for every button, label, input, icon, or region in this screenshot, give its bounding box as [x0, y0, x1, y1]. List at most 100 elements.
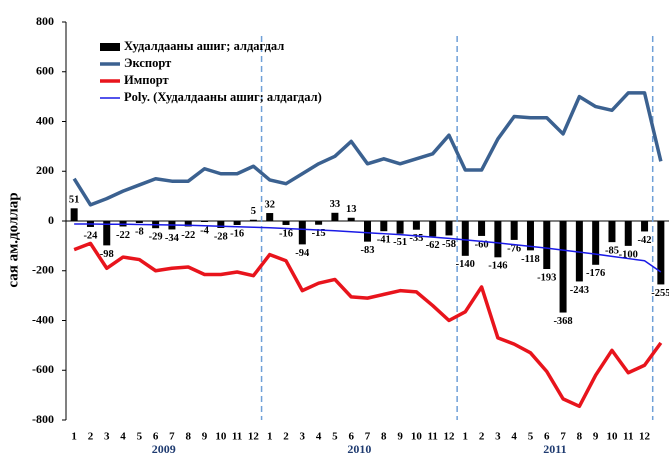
year-label: 2009 — [152, 442, 176, 456]
value-label: -4 — [200, 225, 209, 236]
bar — [249, 219, 257, 221]
x-tick-label: 4 — [120, 431, 126, 443]
x-tick-label: 4 — [316, 431, 322, 443]
bar — [266, 213, 274, 221]
legend-label: Экспорт — [124, 56, 171, 70]
bar — [315, 221, 323, 225]
value-label: -85 — [605, 246, 619, 257]
legend-label: Poly. (Худалдааны ашиг; алдагдал) — [124, 90, 322, 104]
bar — [396, 221, 404, 234]
value-label: -16 — [279, 228, 293, 239]
x-tick-label: 1 — [71, 431, 77, 443]
bar — [478, 221, 486, 236]
y-tick-label: 200 — [36, 163, 54, 177]
x-tick-label: 6 — [544, 431, 550, 443]
value-label: -146 — [488, 261, 507, 272]
bar — [331, 212, 339, 221]
x-tick-label: 12 — [248, 431, 260, 443]
x-tick-label: 8 — [185, 431, 191, 443]
x-tick-label: 12 — [639, 431, 651, 443]
value-label: -176 — [586, 268, 605, 279]
x-tick-label: 1 — [463, 431, 469, 443]
value-label: 13 — [346, 204, 357, 215]
value-label: -193 — [537, 272, 556, 283]
x-tick-label: 12 — [443, 431, 455, 443]
bar — [298, 221, 306, 245]
bar — [347, 217, 355, 221]
y-tick-label: 800 — [36, 14, 54, 28]
x-tick-label: 3 — [495, 431, 501, 443]
bar — [233, 221, 241, 225]
bar — [592, 221, 600, 265]
x-tick-label: 9 — [593, 431, 599, 443]
x-tick-label: 11 — [623, 431, 633, 443]
y-tick-label: 600 — [36, 64, 54, 78]
value-label: 5 — [251, 206, 256, 217]
bar — [657, 221, 665, 285]
line — [73, 241, 663, 409]
y-tick-label: 0 — [48, 213, 54, 227]
bar — [217, 221, 225, 228]
value-label: -16 — [230, 228, 244, 239]
legend-label: Худалдааны ашиг; алдагдал — [124, 39, 284, 53]
x-tick-label: 3 — [104, 431, 110, 443]
x-tick-label: 6 — [153, 431, 159, 443]
legend-swatch — [100, 43, 120, 51]
bar — [494, 221, 502, 258]
value-label: 32 — [264, 199, 275, 210]
y-tick-label: -400 — [32, 312, 54, 326]
bar — [526, 221, 534, 251]
x-tick-label: 10 — [606, 431, 618, 443]
bar — [641, 221, 649, 232]
bar — [543, 221, 551, 270]
bar — [70, 208, 78, 221]
value-label: -100 — [619, 249, 638, 260]
x-tick-label: 3 — [300, 431, 306, 443]
x-tick-label: 7 — [560, 431, 566, 443]
bar — [624, 221, 632, 246]
bar — [201, 221, 209, 222]
x-tick-label: 6 — [348, 431, 354, 443]
value-label: -8 — [135, 226, 144, 237]
value-label: -51 — [393, 237, 407, 248]
value-label: -94 — [295, 248, 310, 259]
bar — [135, 221, 143, 223]
bar — [184, 221, 192, 227]
value-label: -243 — [570, 285, 589, 296]
x-tick-label: 8 — [381, 431, 387, 443]
x-tick-label: 8 — [577, 431, 583, 443]
x-tick-label: 5 — [137, 431, 143, 443]
x-tick-label: 1 — [267, 431, 273, 443]
value-label: -24 — [83, 230, 98, 241]
x-tick-label: 7 — [365, 431, 371, 443]
x-tick-label: 2 — [88, 431, 94, 443]
value-label: -118 — [521, 254, 540, 265]
value-label: -35 — [409, 233, 423, 244]
x-tick-label: 11 — [232, 431, 242, 443]
bar — [380, 221, 388, 232]
x-tick-label: 9 — [202, 431, 208, 443]
x-tick-label: 9 — [397, 431, 403, 443]
bar — [510, 221, 518, 240]
y-tick-label: -600 — [32, 362, 54, 376]
line — [72, 91, 663, 207]
value-label: -60 — [475, 239, 489, 250]
x-tick-label: 5 — [332, 431, 338, 443]
x-tick-label: 4 — [511, 431, 517, 443]
x-tick-label: 11 — [427, 431, 437, 443]
x-tick-label: 2 — [479, 431, 485, 443]
value-label: -62 — [426, 240, 440, 251]
bar — [103, 221, 111, 246]
value-label: -41 — [377, 235, 391, 246]
bar — [412, 221, 420, 230]
value-label: -42 — [638, 235, 652, 246]
value-label: 51 — [69, 195, 80, 206]
value-label: 33 — [330, 199, 341, 210]
value-label: -58 — [442, 239, 456, 250]
value-label: -255 — [651, 288, 669, 299]
bar — [364, 221, 371, 242]
year-label: 2011 — [543, 442, 566, 456]
value-label: -34 — [165, 233, 180, 244]
bar — [559, 221, 567, 313]
